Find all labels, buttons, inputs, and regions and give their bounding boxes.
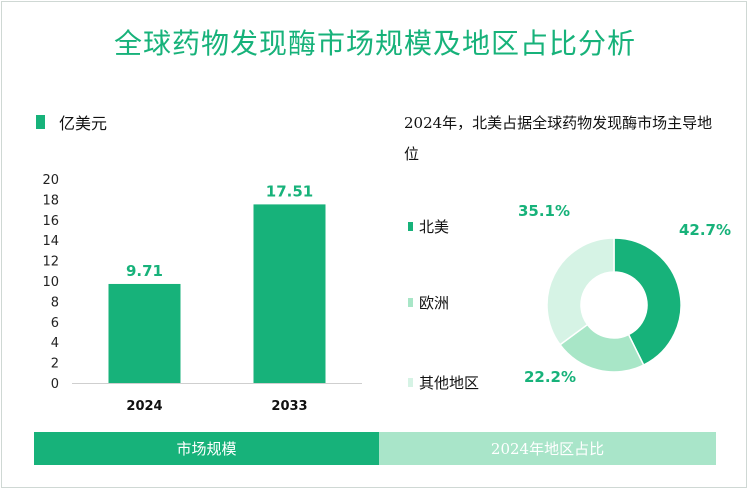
- bar-2024: [108, 283, 181, 383]
- bar-data-label: 17.51: [266, 182, 313, 200]
- bar-2033: [253, 204, 326, 383]
- donut-slice-others: [546, 237, 615, 346]
- donut-value-label-others: 35.1%: [518, 202, 570, 220]
- bar-legend: 亿美元: [36, 110, 107, 134]
- y-tick-label: 12: [42, 255, 59, 270]
- pie-legend-label-others: 其他地区: [419, 374, 480, 392]
- pie-legend-item-north-america: 北美: [408, 216, 449, 237]
- pie-legend-label-north-america: 北美: [419, 218, 450, 236]
- x-tick-label: 2033: [271, 399, 307, 414]
- donut-slice-north-america: [613, 237, 682, 367]
- footer-market-size: 市场规模: [34, 432, 379, 465]
- y-tick-label: 10: [42, 275, 59, 290]
- pie-legend-item-others: 其他地区: [408, 372, 479, 393]
- y-tick-label: 4: [51, 336, 59, 351]
- bar-legend-swatch: [36, 115, 45, 129]
- pie-legend-swatch-others: [408, 378, 413, 387]
- page-title: 全球药物发现酶市场规模及地区占比分析: [113, 27, 636, 60]
- y-tick-label: 0: [51, 377, 59, 392]
- footer-region-share: 2024年地区占比: [379, 432, 716, 465]
- y-tick-label: 18: [42, 193, 59, 208]
- bar-data-label: 9.71: [126, 262, 163, 280]
- pie-legend-swatch-europe: [408, 298, 413, 307]
- donut-value-label-europe: 22.2%: [524, 368, 576, 386]
- bar-chart: 0 2 4 6 8 10 12 14 16 18 20 9.71 2024 17.51 2033: [42, 173, 362, 414]
- pie-headline: 2024年，北美占据全球药物发现酶市场主导地位: [404, 114, 713, 163]
- x-tick-label: 2024: [126, 399, 162, 414]
- y-tick-label: 8: [51, 295, 59, 310]
- y-tick-label: 14: [42, 234, 59, 249]
- y-tick-label: 6: [51, 316, 59, 331]
- y-tick-label: 16: [42, 214, 59, 229]
- pie-legend-label-europe: 欧洲: [419, 294, 450, 312]
- pie-legend-swatch-north-america: [408, 222, 413, 231]
- y-tick-label: 2: [51, 357, 59, 372]
- y-tick-label: 20: [42, 173, 59, 188]
- donut-value-label-north-america: 42.7%: [679, 221, 731, 239]
- bar-legend-label: 亿美元: [59, 114, 108, 133]
- pie-legend-item-europe: 欧洲: [408, 292, 449, 313]
- donut-chart: 42.7% 22.2% 35.1%: [518, 202, 731, 386]
